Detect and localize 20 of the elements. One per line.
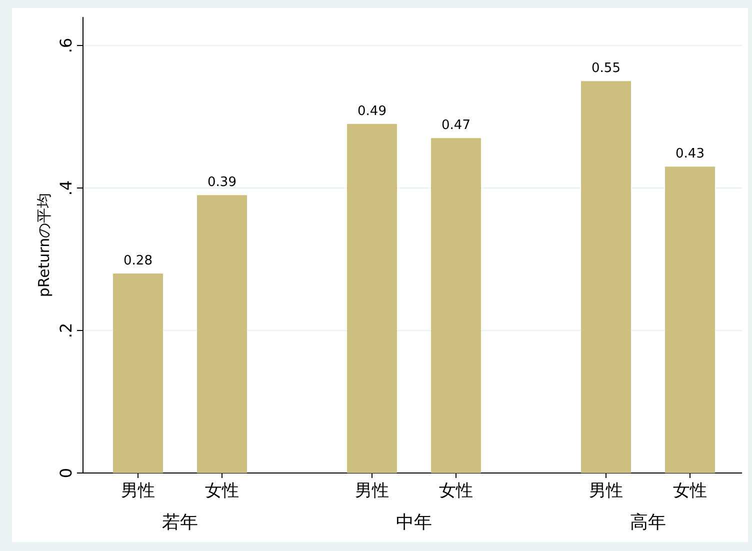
data-label: 0.55	[592, 61, 620, 76]
y-tick-label: .6	[56, 38, 76, 54]
y-tick-label: 0	[56, 468, 76, 478]
text: 中年	[396, 512, 432, 533]
data-label: 0.39	[208, 175, 236, 190]
y-axis-title: pReturnの平均	[35, 192, 54, 298]
x-tick-label: 男性	[355, 481, 389, 501]
data-label: 0.43	[676, 146, 704, 162]
data-label: 0.47	[442, 118, 470, 134]
data-label: 0.28	[124, 254, 152, 268]
y-tick-label: .2	[56, 322, 76, 338]
x-tick-label: 女性	[439, 481, 473, 501]
x-tick-label: 女性	[205, 481, 239, 501]
data-label: 0.49	[358, 104, 386, 119]
text: 若年	[162, 512, 198, 533]
x-tick-label: 男性	[589, 481, 623, 501]
text: 高年	[630, 512, 666, 533]
x-tick-label: 男性	[121, 481, 155, 501]
y-tick-label: .4	[56, 180, 76, 196]
x-tick-label: 女性	[673, 481, 707, 501]
